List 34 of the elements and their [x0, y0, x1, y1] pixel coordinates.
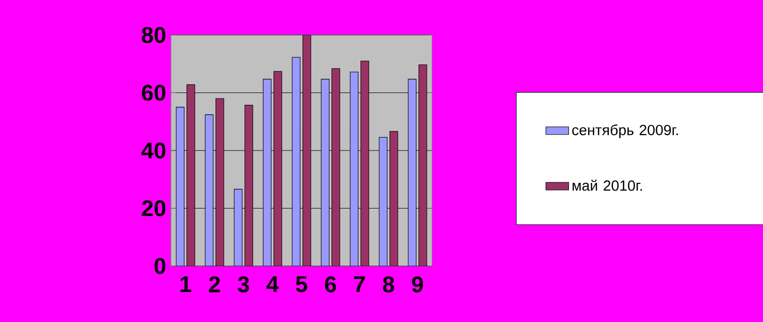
- bar: [360, 60, 370, 266]
- bar: [262, 78, 272, 266]
- bar: [320, 78, 330, 266]
- x-tick-label: 4: [266, 276, 279, 292]
- legend-label: сентябрь 2009г.: [572, 124, 678, 138]
- y-tick-label: 80: [142, 26, 166, 44]
- bar: [234, 188, 242, 266]
- bar: [302, 35, 312, 266]
- y-tick-label: 40: [141, 142, 166, 159]
- bar: [408, 78, 416, 266]
- bar: [332, 68, 340, 266]
- bar: [216, 98, 224, 266]
- x-tick-label: 5: [296, 276, 308, 292]
- bar: [292, 56, 300, 266]
- bar: [186, 84, 196, 266]
- bar: [204, 114, 214, 266]
- x-tick-label: 2: [208, 276, 220, 292]
- x-tick-label: 3: [238, 276, 249, 292]
- bar: [176, 106, 184, 266]
- legend-label: май 2010г.: [572, 180, 642, 191]
- y-tick-label: 20: [142, 200, 166, 216]
- bar: [274, 71, 282, 266]
- bar: [378, 136, 388, 266]
- x-tick-label: 7: [354, 276, 365, 292]
- bar: [244, 104, 254, 266]
- bar: [418, 64, 428, 266]
- x-tick-label: 9: [412, 276, 423, 292]
- y-tick-label: 0: [154, 258, 166, 274]
- x-tick-label: 6: [325, 276, 336, 292]
- y-tick-label: 60: [142, 84, 166, 101]
- bar: [390, 131, 398, 266]
- x-tick-label: 8: [382, 276, 394, 292]
- bar: [350, 72, 358, 266]
- x-tick-label: 1: [180, 276, 192, 292]
